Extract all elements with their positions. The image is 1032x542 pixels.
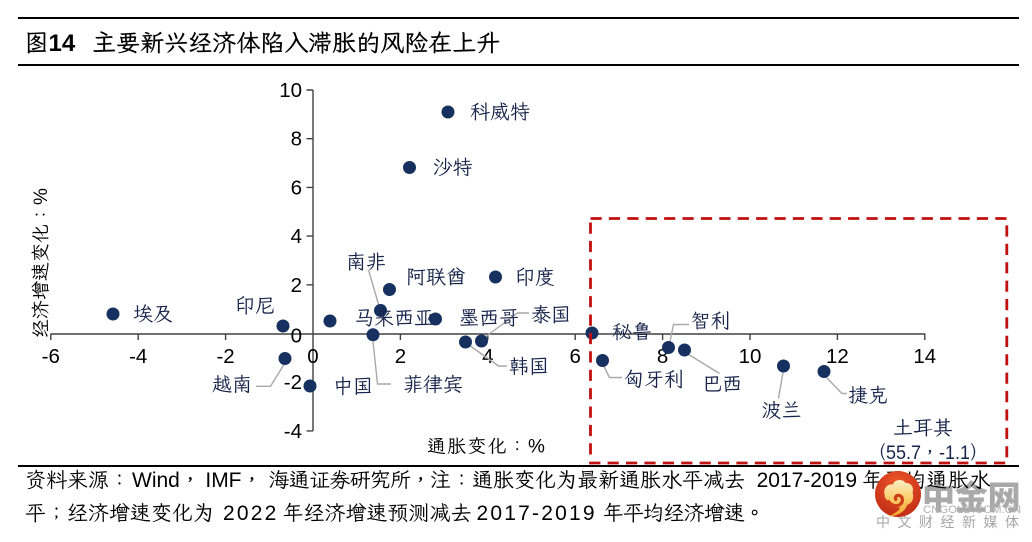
- svg-text:8: 8: [291, 128, 302, 151]
- svg-text:-2: -2: [284, 371, 302, 394]
- svg-text:8: 8: [657, 345, 668, 368]
- svg-text:6: 6: [569, 345, 580, 368]
- svg-text:-2: -2: [216, 345, 234, 368]
- svg-text:巴西: 巴西: [702, 374, 742, 396]
- svg-text:波兰: 波兰: [762, 400, 802, 422]
- svg-text:沙特: 沙特: [433, 157, 473, 179]
- svg-text:-4: -4: [129, 345, 147, 368]
- svg-text:匈牙利: 匈牙利: [624, 369, 684, 391]
- svg-text:菲律宾: 菲律宾: [403, 374, 463, 396]
- svg-text:14: 14: [913, 345, 936, 368]
- svg-text:4: 4: [482, 345, 493, 368]
- svg-text:-4: -4: [284, 420, 302, 443]
- svg-text:阿联酋: 阿联酋: [406, 267, 466, 289]
- svg-text:墨西哥: 墨西哥: [459, 308, 519, 330]
- svg-text:12: 12: [826, 345, 849, 368]
- svg-text:马来西亚: 马来西亚: [354, 308, 434, 330]
- svg-text:智利: 智利: [691, 311, 731, 333]
- svg-text:10: 10: [279, 79, 302, 102]
- svg-text:10: 10: [739, 345, 762, 368]
- svg-text:（55.7，-1.1）: （55.7，-1.1）: [868, 442, 988, 464]
- svg-text:韩国: 韩国: [509, 356, 549, 378]
- svg-text:土耳其: 土耳其: [893, 418, 953, 440]
- svg-text:通胀变化：%: 通胀变化：%: [427, 437, 546, 458]
- svg-text:印度: 印度: [515, 267, 555, 289]
- svg-text:经济增速变化：%: 经济增速变化：%: [31, 188, 52, 338]
- svg-text:捷克: 捷克: [848, 385, 888, 407]
- svg-text:科威特: 科威特: [470, 102, 530, 124]
- svg-text:秘鲁: 秘鲁: [612, 322, 652, 344]
- svg-text:-6: -6: [42, 345, 60, 368]
- svg-text:0: 0: [307, 345, 318, 368]
- svg-text:2: 2: [395, 345, 406, 368]
- svg-text:埃及: 埃及: [133, 304, 173, 326]
- svg-text:越南: 越南: [212, 374, 252, 396]
- svg-text:泰国: 泰国: [531, 305, 571, 327]
- svg-text:印尼: 印尼: [235, 296, 275, 318]
- svg-text:南非: 南非: [346, 252, 386, 274]
- svg-text:6: 6: [291, 176, 302, 199]
- svg-text:4: 4: [291, 225, 302, 248]
- svg-text:0: 0: [291, 324, 302, 347]
- svg-text:中国: 中国: [333, 376, 373, 398]
- svg-text:2: 2: [291, 274, 302, 297]
